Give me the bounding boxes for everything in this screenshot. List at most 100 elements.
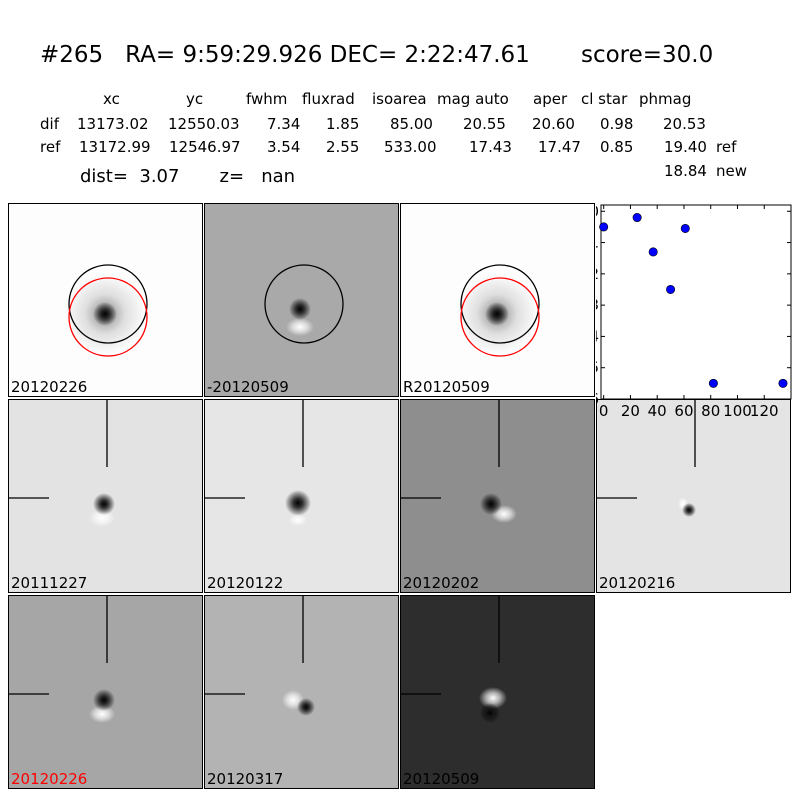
residual-negative: [285, 490, 311, 516]
residual-negative: [480, 493, 502, 515]
ref-circle: [68, 277, 148, 357]
y-tick-label: 25: [596, 359, 599, 377]
residual-negative: [682, 503, 696, 517]
stamp-panel-diff-neg: -20120509: [204, 203, 399, 397]
y-tick-label: 22: [596, 265, 599, 283]
stamp-label: R20120509: [403, 378, 490, 396]
residual-negative: [93, 493, 115, 515]
residual-negative: [297, 698, 315, 716]
y-tick-label: 21: [596, 234, 599, 252]
col-header-xc: xc: [103, 90, 120, 108]
new-phmag: 18.84: [664, 162, 707, 180]
ref-phmag: 19.40: [664, 138, 707, 156]
col-header-phmag: phmag: [639, 90, 692, 108]
col-header-yc: yc: [186, 90, 204, 108]
residual-negative: [93, 689, 115, 711]
stamp-label: 20120202: [403, 574, 480, 592]
col-header-cl-star: cl star: [581, 90, 628, 108]
col-header-mag-auto: mag auto: [437, 90, 509, 108]
ref-xc: 13172.99: [79, 138, 151, 156]
light-curve-svg: 20212223242526020406080100120: [580, 202, 792, 420]
ref-yc: 12546.97: [169, 138, 241, 156]
stamp-image: [205, 596, 315, 716]
dif-mag-auto: 20.55: [463, 115, 506, 133]
col-header-fluxrad: fluxrad: [302, 90, 355, 108]
ref-isoarea: 533.00: [384, 138, 437, 156]
aperture-circle: [264, 264, 344, 344]
stamp-image: [597, 400, 696, 517]
stamp-image: [65, 264, 148, 357]
x-tick-label: 80: [701, 402, 720, 420]
residual-positive: [289, 514, 307, 526]
dist-z-line: dist= 3.07 z= nan: [80, 166, 296, 187]
dif-fwhm: 7.34: [267, 115, 301, 133]
data-point: [648, 247, 658, 257]
stamp-image: [9, 400, 115, 527]
x-tick-label: 120: [750, 402, 779, 420]
y-tick-label: 23: [596, 296, 599, 314]
dif-phmag: 20.53: [663, 115, 706, 133]
dif-xc: 13173.02: [77, 115, 149, 133]
stamp-panel-20120317: 20120317: [204, 595, 399, 789]
stamp-label: 20120317: [207, 770, 284, 788]
ref-aper: 17.47: [538, 138, 581, 156]
data-point: [599, 222, 609, 232]
stamp-image: [457, 264, 540, 357]
x-tick-label: 40: [648, 402, 667, 420]
new-phmag-tag: new: [716, 162, 748, 180]
data-point: [680, 223, 690, 233]
stamp-image: [9, 596, 115, 723]
stamp-label: 20120226: [11, 378, 88, 396]
stamp-image: [205, 400, 311, 526]
stamp-label: 20120509: [403, 770, 480, 788]
stamp-panel-20120509: 20120509: [400, 595, 595, 789]
ref-fwhm: 3.54: [267, 138, 301, 156]
x-tick-label: 20: [621, 402, 640, 420]
col-header-isoarea: isoarea: [372, 90, 427, 108]
residual-negative: [289, 298, 311, 320]
stamp-image: [401, 596, 507, 723]
dif-aper: 20.60: [532, 115, 575, 133]
plot-frame: [600, 204, 792, 400]
x-tick-label: 60: [674, 402, 693, 420]
stamp-label: 20120216: [599, 574, 676, 592]
y-tick-label: 24: [596, 327, 599, 345]
stamp-panel-ref-epoch: 20120226: [8, 203, 203, 397]
data-point: [632, 213, 642, 223]
stamp-label: 20111227: [11, 574, 88, 592]
stamp-panel-20120202: 20120202: [400, 399, 595, 593]
dif-isoarea: 85.00: [390, 115, 433, 133]
candidate-title: #265 RA= 9:59:29.926 DEC= 2:22:47.61 sco…: [40, 42, 714, 68]
stamp-panel-20120122: 20120122: [204, 399, 399, 593]
x-tick-label: 100: [723, 402, 752, 420]
stamp-image: [264, 264, 344, 344]
residual-positive: [479, 687, 507, 709]
stamp-label: 20120122: [207, 574, 284, 592]
residual-negative: [480, 703, 500, 723]
dif-yc: 12550.03: [168, 115, 240, 133]
stamp-image: [401, 400, 517, 523]
stamp-panel-ref-r: R20120509: [400, 203, 595, 397]
stamp-label: -20120509: [207, 378, 289, 396]
col-header-fwhm: fwhm: [246, 90, 288, 108]
source-core: [485, 302, 509, 326]
dif-cl-star: 0.98: [600, 115, 634, 133]
row-label-dif: dif: [40, 115, 59, 133]
y-tick-label: 20: [596, 203, 599, 220]
source-core: [93, 302, 117, 326]
stamp-label: 20120226: [11, 770, 88, 788]
row-label-ref: ref: [40, 138, 61, 156]
dif-fluxrad: 1.85: [326, 115, 360, 133]
data-point: [666, 284, 676, 294]
ref-circle: [460, 277, 540, 357]
ref-fluxrad: 2.55: [326, 138, 360, 156]
light-curve-chart: 20212223242526020406080100120: [580, 202, 794, 423]
x-tick-label: 0: [599, 402, 609, 420]
residual-positive: [286, 318, 314, 336]
aperture-circle: [68, 264, 148, 344]
col-header-aper: aper: [533, 90, 568, 108]
ref-cl-star: 0.85: [600, 138, 634, 156]
data-point: [778, 378, 788, 388]
ref-phmag-tag: ref: [716, 138, 737, 156]
data-point: [708, 378, 718, 388]
